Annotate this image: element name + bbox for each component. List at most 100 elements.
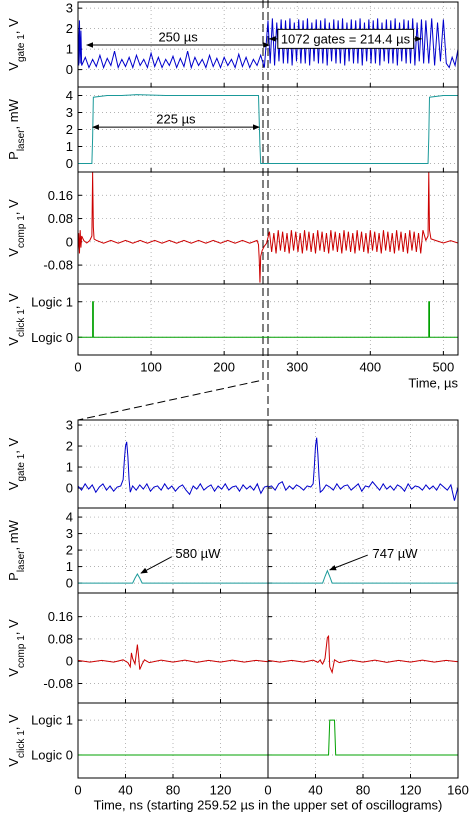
y-label-symbol: V [6, 248, 21, 257]
axes-frame [77, 702, 269, 779]
y-tick-label: -0.08 [43, 676, 73, 691]
x-tick-label: 40 [118, 783, 132, 798]
y-tick-label: -0.08 [43, 258, 73, 273]
y-tick-label: 1 [66, 139, 73, 154]
y-tick-label: 0 [66, 234, 73, 249]
annotation: 580 µW [175, 546, 221, 561]
signal-line [78, 172, 458, 283]
axes-frame [77, 283, 459, 356]
y-tick-label: 4 [66, 510, 73, 525]
x-tick-label: 300 [286, 360, 308, 375]
y-tick-label: 4 [66, 88, 73, 103]
y-tick-label: 0 [66, 481, 73, 496]
y-label-unit: , mW [6, 519, 21, 550]
y-label-subscript: gate 1 [16, 453, 27, 481]
zoom-line [77, 0, 264, 421]
y-tick-label: Logic 0 [31, 330, 73, 345]
signal-line [78, 301, 458, 338]
x-tick-label: 0 [74, 783, 81, 798]
x-tick-label: 120 [210, 783, 232, 798]
pointer-arrow [140, 556, 173, 574]
y-label-subscript: gate 1 [16, 34, 27, 62]
y-label-symbol: V [6, 758, 21, 767]
y-tick-label: 0 [66, 62, 73, 77]
y-tick-label: 1 [66, 559, 73, 574]
y-tick-label: 0.16 [48, 188, 73, 203]
y-label-symbol: V [6, 668, 21, 677]
y-tick-label: 3 [66, 418, 73, 433]
x-axis-label: Time, ns (starting 259.52 µs in the uppe… [94, 798, 443, 813]
y-tick-label: 3 [66, 526, 73, 541]
y-tick-label: 2 [66, 543, 73, 558]
x-tick-label: 100 [140, 360, 162, 375]
signal-line [78, 644, 268, 670]
y-axis-label: Plaser, mW [6, 519, 27, 580]
x-tick-label: 0 [74, 360, 81, 375]
y-tick-label: 2 [66, 439, 73, 454]
y-axis-label: Vclick 1, V [6, 293, 27, 346]
annotation: 1072 gates = 214.4 µs [281, 31, 411, 46]
axes-frame [267, 702, 459, 779]
y-tick-label: 0 [66, 576, 73, 591]
y-tick-label: 0.16 [48, 609, 73, 624]
x-tick-label: 40 [308, 783, 322, 798]
y-tick-label: 2 [66, 21, 73, 36]
x-tick-label: 120 [400, 783, 422, 798]
annotation: 225 µs [156, 112, 196, 127]
y-label-subscript: click 1 [16, 309, 27, 337]
y-label-subscript: laser [16, 129, 27, 151]
y-tick-label: 0 [66, 156, 73, 171]
y-label-subscript: comp 1 [16, 635, 27, 668]
y-label-unit: , V [6, 437, 21, 453]
y-tick-label: 0.08 [48, 211, 73, 226]
y-label-unit: , V [6, 293, 21, 309]
x-tick-label: 200 [213, 360, 235, 375]
y-axis-label: Vgate 1, V [6, 18, 27, 71]
y-axis-label: Vcomp 1, V [6, 199, 27, 257]
y-tick-label: Logic 0 [31, 747, 73, 762]
y-label-symbol: V [6, 481, 21, 490]
y-label-subscript: laser [16, 550, 27, 572]
signal-line [268, 719, 458, 756]
signal-line [268, 569, 458, 584]
y-axis-label: Vclick 1, V [6, 714, 27, 767]
signal-line [78, 441, 268, 496]
y-tick-label: 3 [66, 105, 73, 120]
y-label-subscript: comp 1 [16, 215, 27, 248]
y-tick-label: Logic 1 [31, 294, 73, 309]
y-tick-label: Logic 1 [31, 713, 73, 728]
y-label-unit: , V [6, 619, 21, 635]
x-tick-label: 160 [447, 783, 469, 798]
x-axis-label: Time, µs [408, 376, 458, 391]
y-label-symbol: V [6, 337, 21, 346]
y-tick-label: 2 [66, 122, 73, 137]
y-axis-label: Vcomp 1, V [6, 619, 27, 677]
y-label-subscript: click 1 [16, 730, 27, 758]
signal-line [268, 437, 458, 501]
signal-line [268, 634, 458, 675]
pointer-arrow [329, 554, 368, 571]
x-tick-label: 400 [359, 360, 381, 375]
zoom-guides [77, 0, 269, 421]
y-label-unit: , V [6, 18, 21, 34]
y-axis-label: Vgate 1, V [6, 437, 27, 490]
signal-line [78, 573, 268, 584]
annotation: 747 µW [373, 546, 419, 561]
signal-line [78, 94, 458, 164]
y-label-symbol: P [6, 151, 21, 160]
y-tick-label: 0.08 [48, 631, 73, 646]
y-tick-label: 1 [66, 42, 73, 57]
y-tick-label: 1 [66, 460, 73, 475]
annotation: 250 µs [158, 30, 198, 45]
y-tick-label: 0 [66, 654, 73, 669]
y-label-symbol: P [6, 572, 21, 581]
x-tick-label: 80 [356, 783, 370, 798]
y-label-unit: , V [6, 714, 21, 730]
y-tick-label: 3 [66, 1, 73, 16]
x-tick-label: 0 [264, 783, 271, 798]
y-label-unit: , mW [6, 98, 21, 129]
annotation-box [277, 28, 415, 49]
x-tick-label: 80 [166, 783, 180, 798]
